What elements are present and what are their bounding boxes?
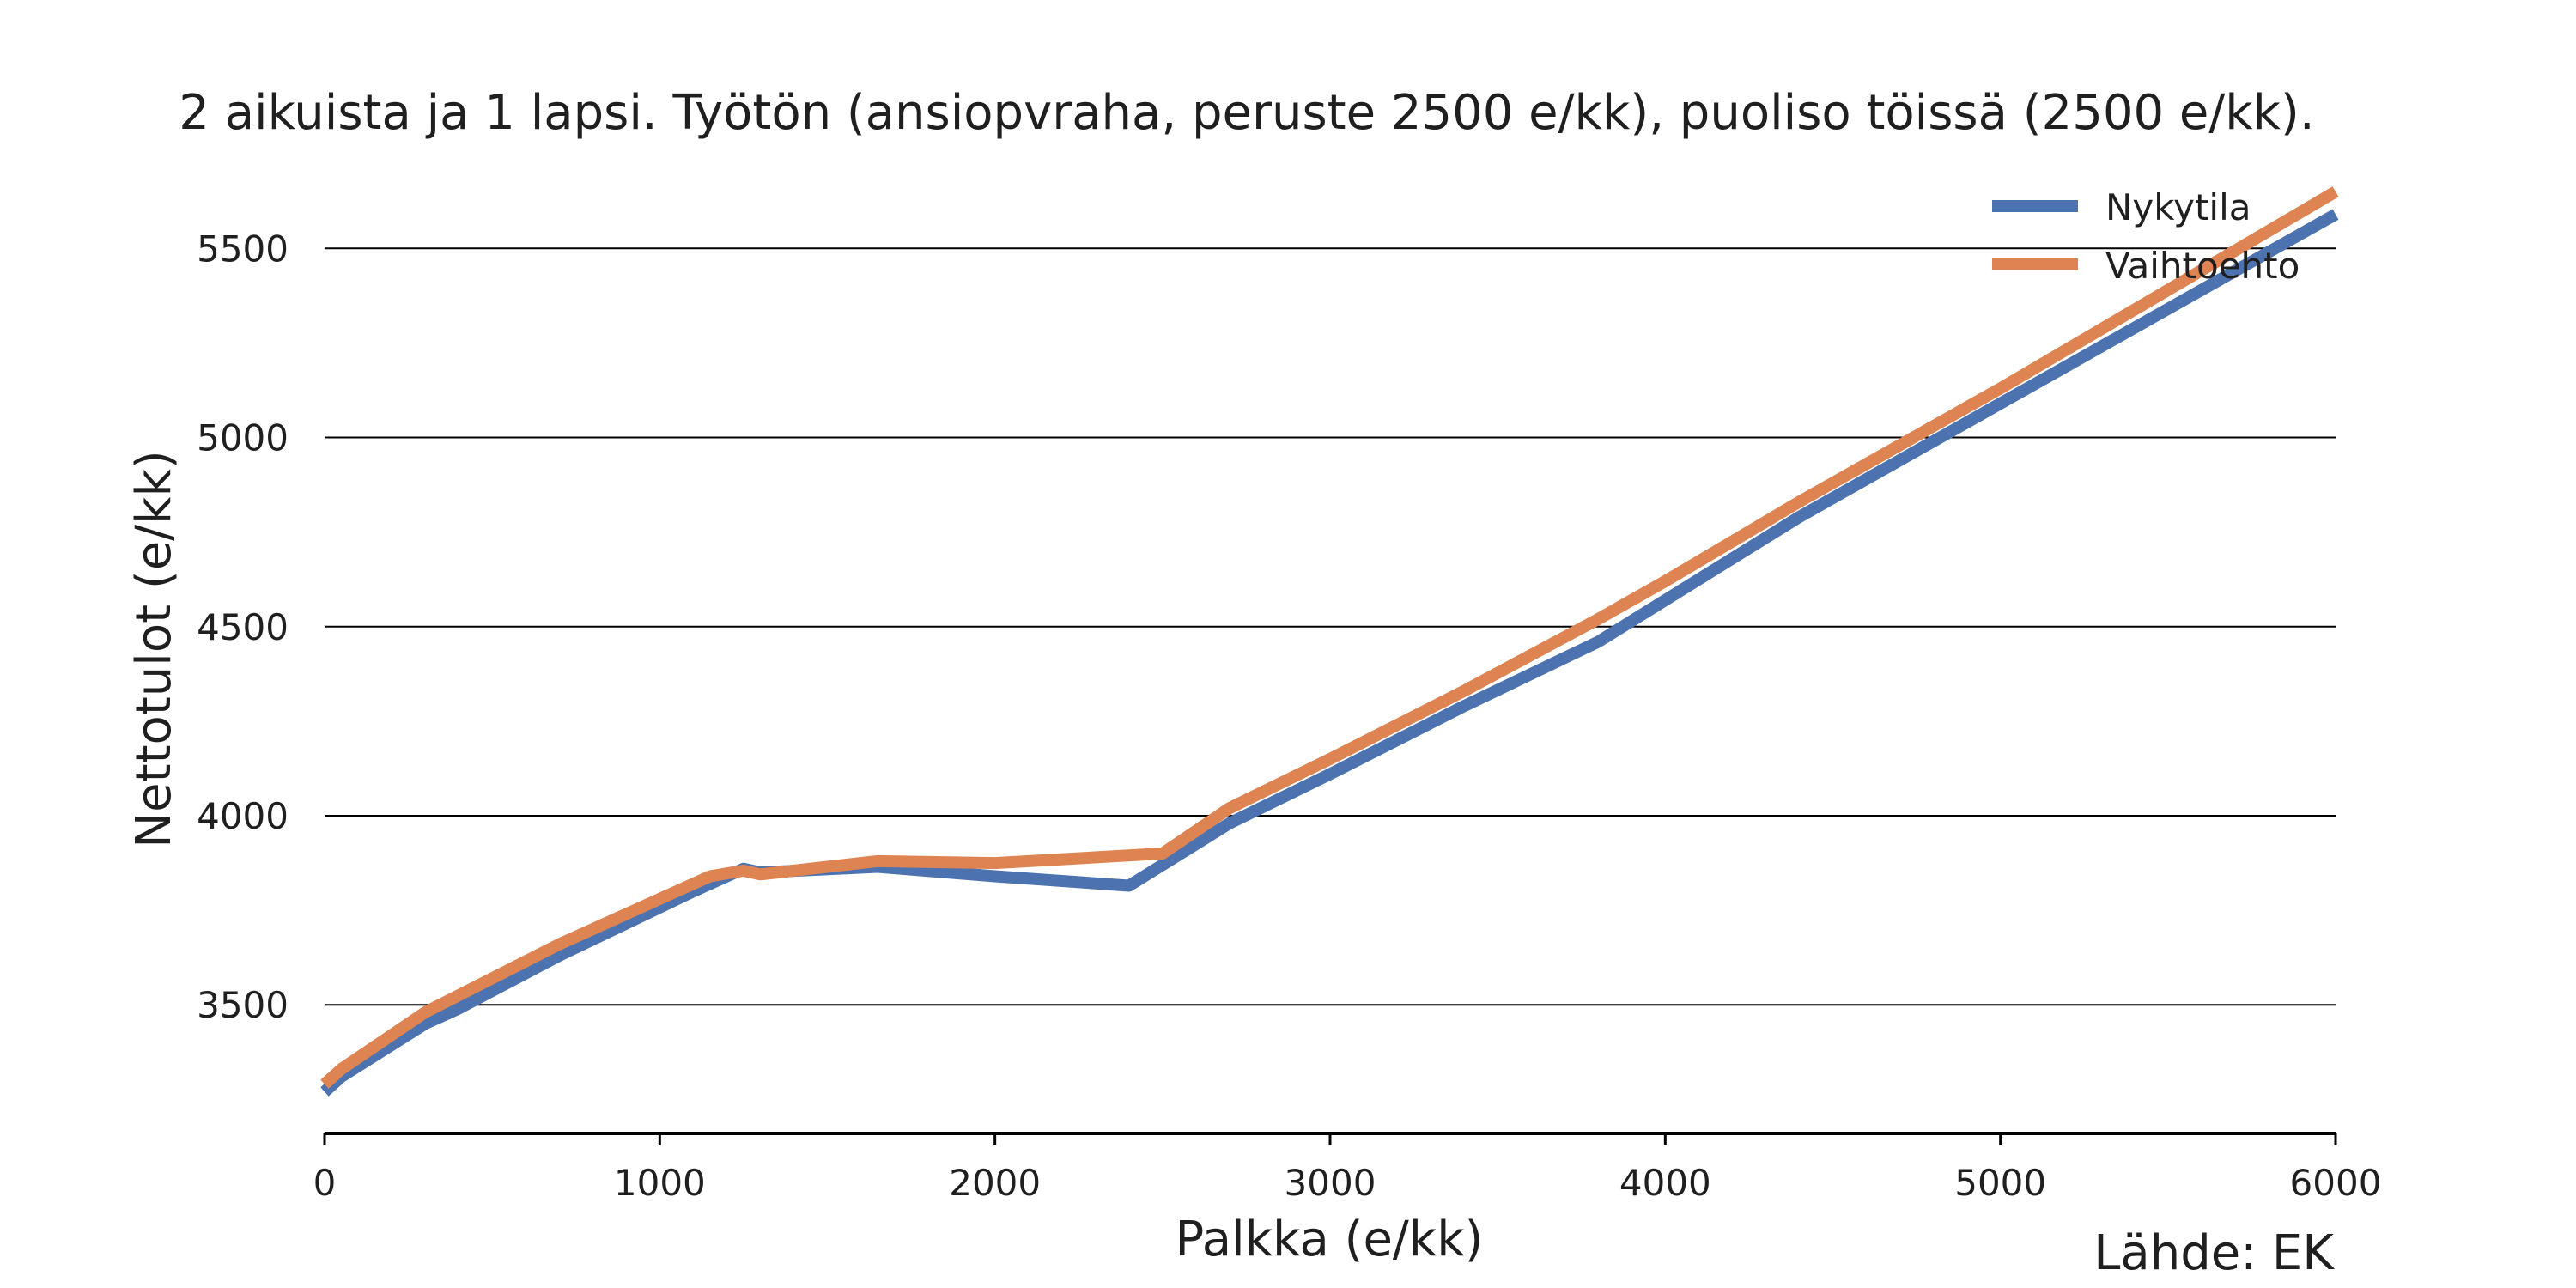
- legend-label-vaihtoehto: Vaihtoehto: [2105, 245, 2300, 287]
- x-axis-label: Palkka (e/kk): [1176, 1212, 1484, 1267]
- gridlines: [325, 247, 2336, 1006]
- x-tick-label-2000: 2000: [949, 1162, 1041, 1204]
- y-ticks: 3500 4000 4500 5000 5500: [197, 228, 289, 1026]
- chart-title: 2 aikuista ja 1 lapsi. Työtön (ansiopvra…: [179, 85, 2314, 141]
- x-tick-label-6000: 6000: [2290, 1162, 2382, 1204]
- y-tick-label-4000: 4000: [197, 795, 289, 837]
- legend-label-nykytila: Nykytila: [2105, 186, 2251, 228]
- y-tick-label-5500: 5500: [197, 228, 289, 270]
- series-line-nykytila: [320, 209, 2339, 1097]
- source-note: Lähde: EK: [2093, 1225, 2335, 1281]
- x-tick-label-4000: 4000: [1619, 1162, 1711, 1204]
- series-lines: [320, 186, 2339, 1097]
- x-tick-label-0: 0: [313, 1162, 337, 1204]
- y-tick-label-5000: 5000: [197, 417, 289, 459]
- x-tick-label-3000: 3000: [1285, 1162, 1376, 1204]
- y-tick-label-3500: 3500: [197, 984, 289, 1026]
- legend: Nykytila Vaihtoehto: [1992, 186, 2300, 287]
- y-axis-label: Nettotulot (e/kk): [126, 450, 182, 848]
- x-tick-label-5000: 5000: [1954, 1162, 2046, 1204]
- x-tick-label-1000: 1000: [614, 1162, 706, 1204]
- series-line-vaihtoehto: [320, 186, 2339, 1089]
- x-ticks: 0 1000 2000 3000 4000 5000 6000: [313, 1133, 2382, 1204]
- y-tick-label-4500: 4500: [197, 606, 289, 648]
